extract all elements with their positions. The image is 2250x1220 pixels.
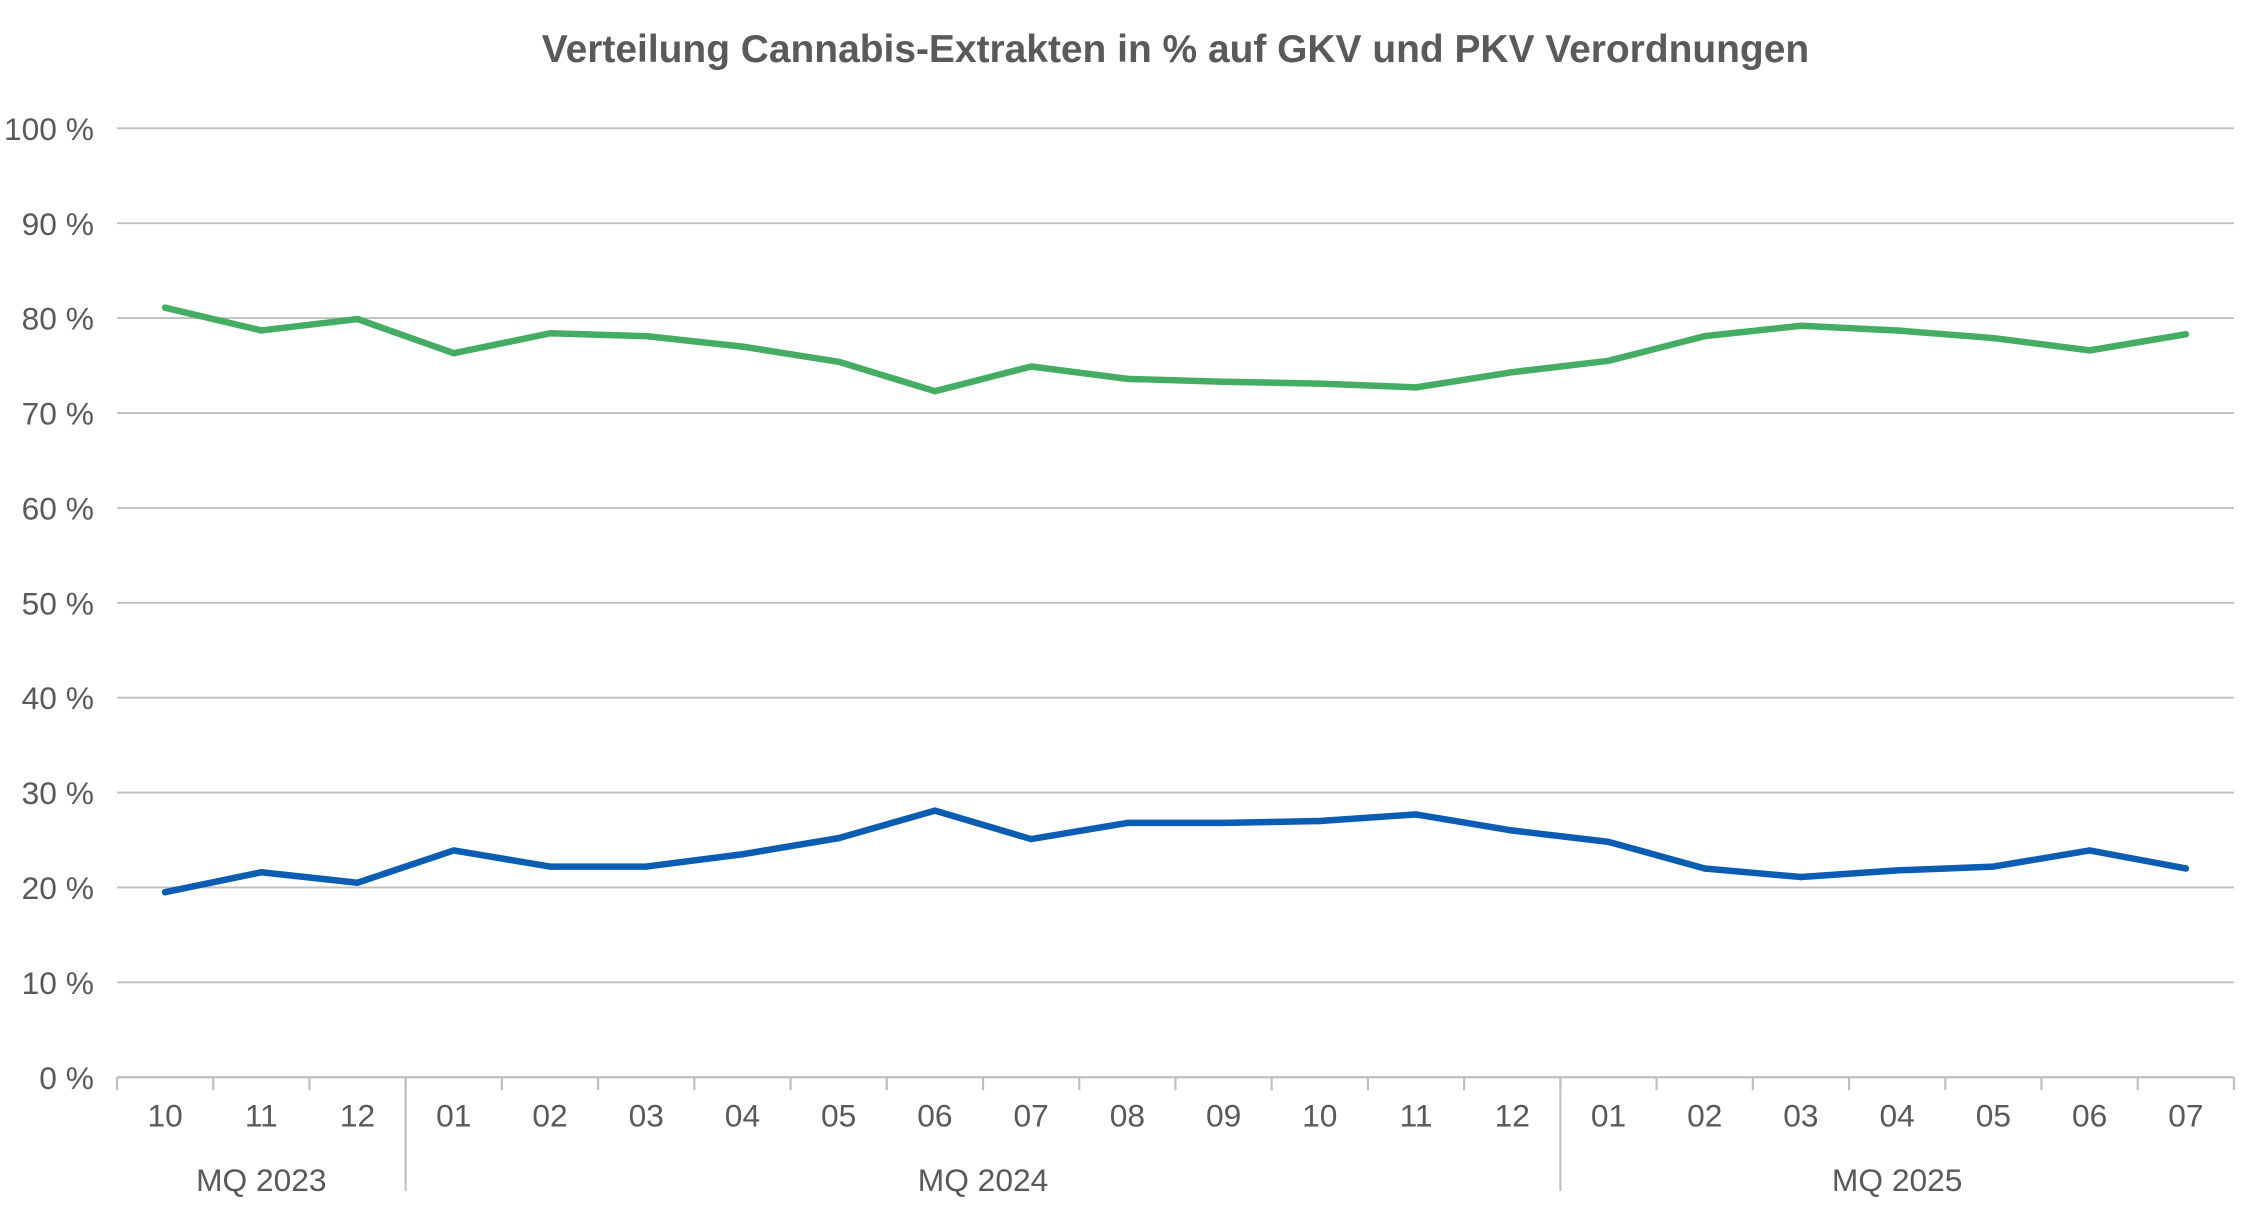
y-tick-label: 50 % <box>22 585 94 621</box>
data-point-pkv <box>1220 819 1227 827</box>
x-tick-label: 07 <box>1013 1097 1048 1133</box>
x-tick-label: 11 <box>1400 1097 1433 1133</box>
data-point-pkv <box>161 889 169 896</box>
series-line-pkv <box>161 807 2190 896</box>
x-tick-label: 11 <box>245 1097 278 1133</box>
x-tick-label: 05 <box>1976 1097 2011 1133</box>
x-tick-label: 08 <box>1110 1097 1145 1133</box>
data-point-gkv <box>2182 331 2190 338</box>
data-point-pkv <box>2182 865 2190 872</box>
data-point-gkv <box>1701 332 1708 340</box>
data-point-pkv <box>643 863 650 870</box>
data-point-gkv <box>1797 322 1805 329</box>
y-tick-label: 0 % <box>39 1060 94 1096</box>
x-tick-label: 06 <box>917 1097 952 1133</box>
y-tick-label: 40 % <box>22 680 94 716</box>
series-line-gkv <box>161 304 2190 395</box>
data-point-gkv <box>643 332 650 340</box>
data-point-pkv <box>1990 863 1997 870</box>
x-tick-label: 10 <box>147 1097 182 1133</box>
data-point-pkv <box>739 851 746 858</box>
data-point-pkv <box>450 847 457 854</box>
y-tick-label: 80 % <box>22 301 94 337</box>
data-point-pkv <box>1124 819 1131 827</box>
x-tick-label: 07 <box>2168 1097 2203 1133</box>
data-point-gkv <box>450 350 457 357</box>
data-point-gkv <box>546 330 554 337</box>
data-point-gkv <box>739 343 746 350</box>
x-tick-label: 01 <box>436 1097 471 1133</box>
x-group-label: MQ 2024 <box>918 1162 1048 1198</box>
y-tick-label: 60 % <box>22 490 94 526</box>
data-point-gkv <box>258 327 265 334</box>
data-point-pkv <box>546 863 554 870</box>
data-point-gkv <box>1509 369 1516 376</box>
x-tick-label: 03 <box>1783 1097 1818 1133</box>
data-point-pkv <box>1316 817 1323 825</box>
data-point-pkv <box>354 879 361 886</box>
data-point-gkv <box>1027 363 1035 370</box>
data-point-gkv <box>1220 378 1227 385</box>
data-point-pkv <box>1412 811 1420 818</box>
data-point-pkv <box>1027 835 1035 843</box>
data-point-pkv <box>931 807 939 814</box>
x-group-label: MQ 2023 <box>196 1162 326 1198</box>
x-tick-label: 04 <box>725 1097 760 1133</box>
data-point-gkv <box>1124 375 1131 383</box>
data-point-gkv <box>1990 334 1997 342</box>
data-point-pkv <box>258 869 265 876</box>
x-tick-label: 09 <box>1206 1097 1241 1133</box>
x-tick-label: 12 <box>340 1097 375 1133</box>
y-tick-label: 100 % <box>4 111 94 147</box>
data-point-gkv <box>1316 380 1323 387</box>
data-point-gkv <box>931 388 939 395</box>
data-point-pkv <box>1701 865 1708 872</box>
data-point-gkv <box>161 304 169 311</box>
x-tick-label: 04 <box>1880 1097 1915 1133</box>
y-tick-label: 70 % <box>22 396 94 432</box>
data-point-pkv <box>1509 827 1516 834</box>
x-tick-label: 02 <box>532 1097 567 1133</box>
y-tick-label: 90 % <box>22 206 94 242</box>
y-tick-label: 30 % <box>22 775 94 811</box>
data-point-gkv <box>1893 327 1901 334</box>
data-point-gkv <box>1605 357 1612 364</box>
data-point-pkv <box>835 834 842 842</box>
y-tick-label: 20 % <box>22 870 94 906</box>
data-point-gkv <box>1412 384 1420 391</box>
data-point-pkv <box>1605 838 1612 846</box>
x-tick-label: 02 <box>1687 1097 1722 1133</box>
x-tick-label: 05 <box>821 1097 856 1133</box>
data-point-gkv <box>354 315 361 323</box>
x-group-label: MQ 2025 <box>1832 1162 1962 1198</box>
data-point-gkv <box>2086 347 2093 354</box>
x-tick-label: 01 <box>1591 1097 1626 1133</box>
data-point-gkv <box>835 358 842 365</box>
x-tick-label: 06 <box>2072 1097 2107 1133</box>
y-tick-label: 10 % <box>22 965 94 1001</box>
x-tick-label: 10 <box>1302 1097 1337 1133</box>
data-point-pkv <box>1893 867 1901 874</box>
chart-title: Verteilung Cannabis-Extrakten in % auf G… <box>542 28 1809 71</box>
data-point-pkv <box>1797 873 1805 881</box>
data-point-pkv <box>2086 847 2093 854</box>
x-tick-label: 03 <box>629 1097 664 1133</box>
x-tick-label: 12 <box>1495 1097 1530 1133</box>
